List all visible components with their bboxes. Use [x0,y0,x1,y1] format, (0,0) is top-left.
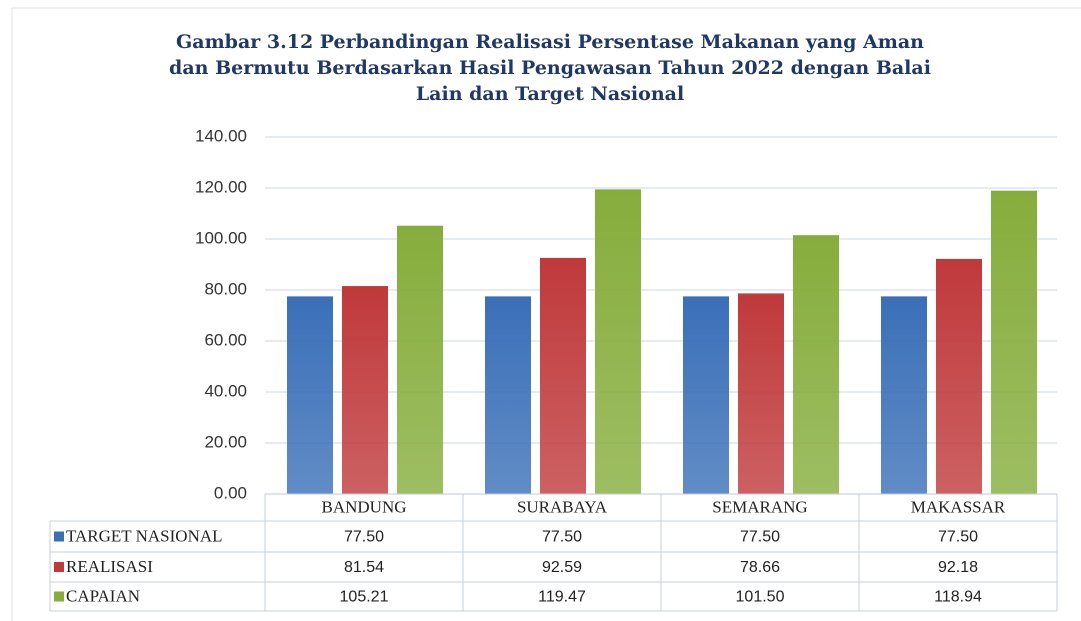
legend-label: REALISASI [66,557,153,576]
legend-label: TARGET NASIONAL [66,526,223,545]
value-label: 77.50 [740,529,780,546]
y-tick-label: 20.00 [204,432,247,451]
x-tick-label: MAKASSAR [911,497,1006,516]
value-label: 77.50 [344,529,384,546]
x-tick-label: SURABAYA [517,497,608,516]
bar [991,190,1037,494]
bar [793,235,839,495]
y-tick-label: 80.00 [204,279,247,298]
legend-swatch [54,591,64,602]
value-label: 78.66 [740,559,780,576]
y-tick-label: 40.00 [204,381,247,400]
y-tick-label: 100.00 [195,228,247,247]
value-label: 77.50 [938,529,978,546]
legend-label: CAPAIAN [66,586,140,605]
x-tick-label: SEMARANG [712,497,807,516]
chart-title: Gambar 3.12 Perbandingan Realisasi Perse… [176,31,924,53]
value-label: 101.50 [736,589,785,606]
x-tick-label: BANDUNG [322,497,407,516]
y-tick-label: 0.00 [214,483,247,502]
value-label: 105.21 [340,589,389,606]
y-tick-label: 140.00 [195,126,247,145]
bar [287,296,333,494]
bar [595,189,641,494]
value-label: 119.47 [538,589,586,606]
y-tick-label: 60.00 [204,330,247,349]
value-label: 118.94 [934,589,982,606]
y-tick-label: 120.00 [195,177,247,196]
value-label: 77.50 [542,529,582,546]
value-label: 92.59 [542,559,582,576]
bar [397,225,443,495]
bar [936,258,982,494]
bar [683,296,729,494]
value-label: 92.18 [938,559,978,576]
value-label: 81.54 [344,559,384,576]
legend-swatch [54,531,64,542]
bar [540,257,586,494]
legend-swatch [54,562,64,572]
chart-title: Lain dan Target Nasional [416,83,684,105]
bar [342,286,388,494]
bar [738,293,784,494]
bar [881,296,927,494]
chart-title: dan Bermutu Berdasarkan Hasil Pengawasan… [169,57,931,79]
bar [485,296,531,494]
